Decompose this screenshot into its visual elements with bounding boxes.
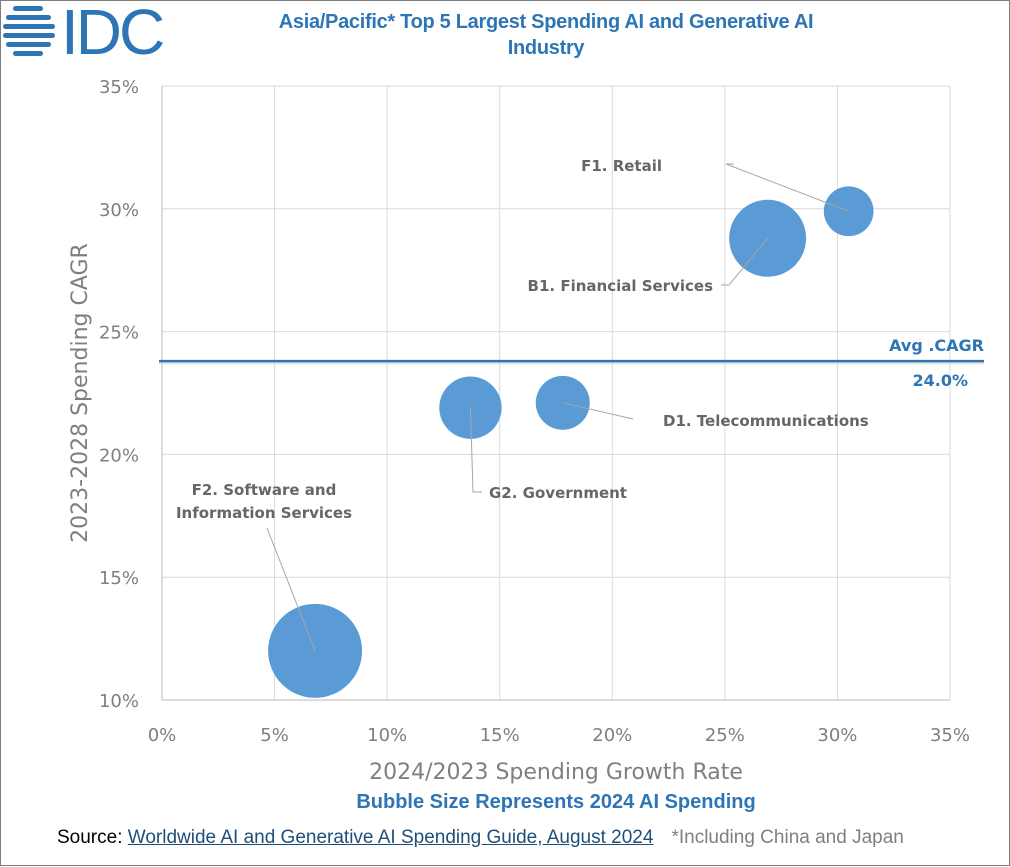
y-tick-label: 25% [99, 323, 139, 344]
x-tick-label: 30% [817, 725, 857, 746]
leader-line [721, 237, 769, 286]
y-tick-label: 35% [99, 77, 139, 98]
chart-title-line-1: Asia/Pacific* Top 5 Largest Spending AI … [278, 11, 814, 33]
avg-cagr-value: 24.0% [912, 371, 968, 390]
source-line: Source: Worldwide AI and Generative AI S… [57, 827, 904, 849]
leader-line [266, 527, 316, 652]
bubble-label: F2. Software and [192, 481, 337, 499]
avg-cagr-reference: Avg .CAGR 24.0% [159, 336, 984, 390]
bubble-label: B1. Financial Services [528, 277, 714, 295]
y-tick-label: 15% [99, 568, 139, 589]
source-link[interactable]: Worldwide AI and Generative AI Spending … [127, 827, 654, 848]
idc-logo: IDC [3, 3, 166, 59]
bubble-label: Information Services [176, 504, 352, 522]
y-axis-title: 2023-2028 Spending CAGR [68, 243, 93, 543]
avg-cagr-label: Avg .CAGR [889, 336, 984, 355]
x-tick-label: 25% [705, 725, 745, 746]
bubble-size-note: Bubble Size Represents 2024 AI Spending [356, 791, 756, 813]
leader-line [725, 163, 849, 212]
idc-globe-icon [3, 6, 55, 56]
bubble-label: F1. Retail [581, 157, 662, 175]
x-tick-label: 0% [148, 725, 177, 746]
grid [161, 85, 951, 701]
leader-lines [266, 163, 849, 652]
leader-line [562, 402, 634, 420]
bubble-label: G2. Government [489, 484, 627, 502]
source-prefix: Source: [57, 827, 128, 848]
y-tick-label: 30% [99, 200, 139, 221]
x-tick-label: 20% [592, 725, 632, 746]
bubble-labels: F2. Software and Information Services G2. … [176, 157, 869, 522]
bubble [823, 186, 874, 237]
x-axis-title: 2024/2023 Spending Growth Rate [369, 760, 743, 785]
x-tick-label: 35% [930, 725, 970, 746]
chart-title: Asia/Pacific* Top 5 Largest Spending AI … [191, 9, 901, 61]
x-tick-label: 15% [480, 725, 520, 746]
x-axis-ticks: 0% 5% 10% 15% 20% 25% 30% 35% [148, 725, 970, 746]
chart-title-line-2: Industry [507, 37, 585, 59]
leader-line [469, 407, 482, 493]
x-tick-label: 5% [260, 725, 289, 746]
y-tick-label: 20% [99, 445, 139, 466]
x-tick-label: 10% [367, 725, 407, 746]
bubble-label: D1. Telecommunications [663, 412, 869, 430]
idc-logo-text: IDC [61, 3, 163, 59]
y-axis-ticks: 35% 30% 25% 20% 15% 10% [99, 77, 139, 712]
footnote: *Including China and Japan [671, 827, 904, 848]
y-tick-label: 10% [99, 691, 139, 712]
bubbles [268, 186, 874, 698]
